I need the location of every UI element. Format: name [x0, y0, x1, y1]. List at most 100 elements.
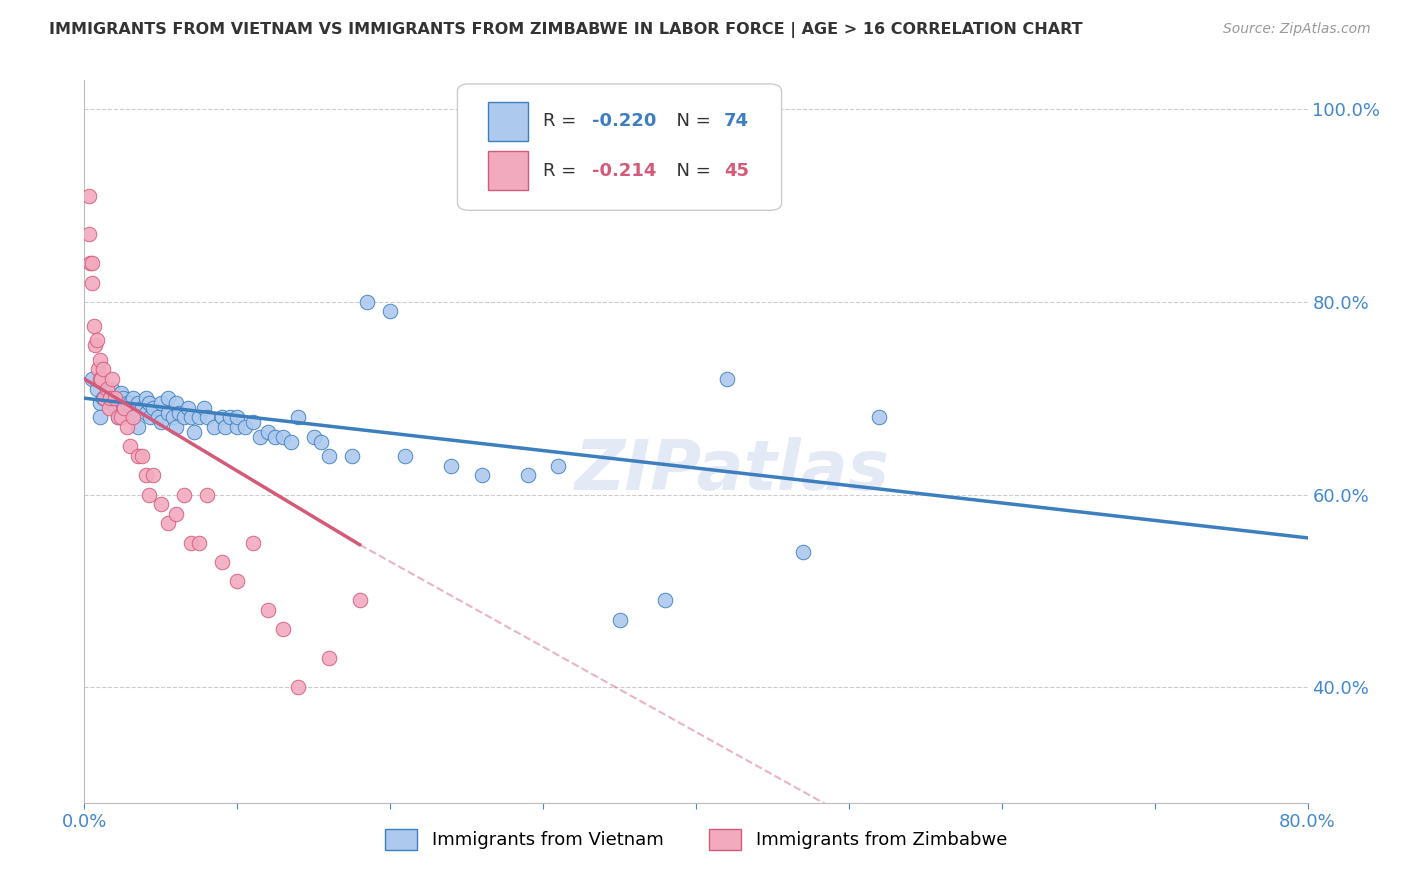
Point: [394, 449, 416, 463]
Point: [516, 468, 538, 483]
Point: [98, 391, 121, 405]
Point: [242, 535, 264, 549]
Point: [86, 334, 108, 348]
Point: [193, 401, 215, 415]
Point: [127, 396, 149, 410]
Point: [440, 458, 463, 473]
Point: [104, 391, 127, 405]
Bar: [488, 151, 529, 191]
Point: [177, 401, 200, 415]
Point: [93, 391, 115, 405]
Point: [120, 406, 142, 420]
Point: [167, 406, 190, 420]
Point: [111, 401, 134, 415]
Point: [110, 410, 132, 425]
Point: [79, 256, 101, 270]
Point: [142, 401, 165, 415]
Point: [120, 439, 142, 453]
Point: [180, 535, 202, 549]
Point: [89, 352, 111, 367]
Point: [107, 410, 129, 425]
Legend: Immigrants from Vietnam, Immigrants from Zimbabwe: Immigrants from Vietnam, Immigrants from…: [375, 820, 1017, 859]
Point: [90, 372, 112, 386]
Point: [135, 391, 157, 405]
Point: [87, 362, 110, 376]
Point: [91, 391, 114, 405]
FancyBboxPatch shape: [457, 84, 782, 211]
Point: [242, 415, 264, 429]
Text: 45: 45: [724, 161, 749, 179]
Point: [356, 294, 378, 309]
Text: 74: 74: [724, 112, 749, 130]
Point: [80, 372, 103, 386]
Point: [162, 410, 184, 425]
Point: [180, 410, 202, 425]
Point: [77, 189, 100, 203]
Text: N =: N =: [665, 161, 717, 179]
Point: [471, 468, 494, 483]
Point: [257, 603, 280, 617]
Point: [97, 401, 120, 415]
Point: [311, 434, 333, 449]
Point: [110, 386, 132, 401]
Point: [107, 410, 129, 425]
Point: [127, 420, 149, 434]
Point: [80, 256, 103, 270]
Point: [80, 276, 103, 290]
Point: [101, 372, 124, 386]
Point: [165, 420, 187, 434]
Point: [349, 593, 371, 607]
Point: [91, 362, 114, 376]
Point: [165, 507, 187, 521]
Point: [149, 415, 172, 429]
Point: [173, 410, 195, 425]
Point: [142, 468, 165, 483]
Point: [226, 420, 249, 434]
Point: [107, 396, 129, 410]
Text: N =: N =: [665, 112, 717, 130]
Bar: [488, 102, 529, 141]
Point: [83, 318, 105, 333]
Point: [149, 497, 172, 511]
Text: IMMIGRANTS FROM VIETNAM VS IMMIGRANTS FROM ZIMBABWE IN LABOR FORCE | AGE > 16 CO: IMMIGRANTS FROM VIETNAM VS IMMIGRANTS FR…: [49, 22, 1083, 38]
Point: [165, 396, 187, 410]
Point: [104, 401, 127, 415]
Point: [104, 391, 127, 405]
Point: [318, 651, 340, 665]
Point: [112, 401, 135, 415]
Text: R =: R =: [543, 161, 582, 179]
Point: [77, 227, 100, 242]
Point: [89, 396, 111, 410]
Point: [202, 420, 225, 434]
Point: [96, 382, 118, 396]
Point: [233, 420, 256, 434]
Point: [86, 382, 108, 396]
Point: [280, 434, 302, 449]
Point: [135, 406, 157, 420]
Point: [101, 396, 124, 410]
Point: [257, 425, 280, 439]
Point: [89, 410, 111, 425]
Point: [264, 430, 287, 444]
Text: -0.220: -0.220: [592, 112, 657, 130]
Point: [149, 396, 172, 410]
Text: ZIPatlas: ZIPatlas: [575, 437, 890, 504]
Point: [138, 396, 160, 410]
Point: [547, 458, 569, 473]
Point: [609, 613, 631, 627]
Point: [271, 623, 294, 637]
Point: [792, 545, 814, 559]
Point: [84, 338, 107, 352]
Point: [120, 396, 142, 410]
Point: [111, 391, 134, 405]
Point: [318, 449, 340, 463]
Point: [271, 430, 294, 444]
Point: [249, 430, 271, 444]
Point: [654, 593, 676, 607]
Point: [226, 410, 249, 425]
Point: [869, 410, 891, 425]
Point: [173, 487, 195, 501]
Point: [195, 410, 218, 425]
Point: [340, 449, 363, 463]
Point: [135, 468, 157, 483]
